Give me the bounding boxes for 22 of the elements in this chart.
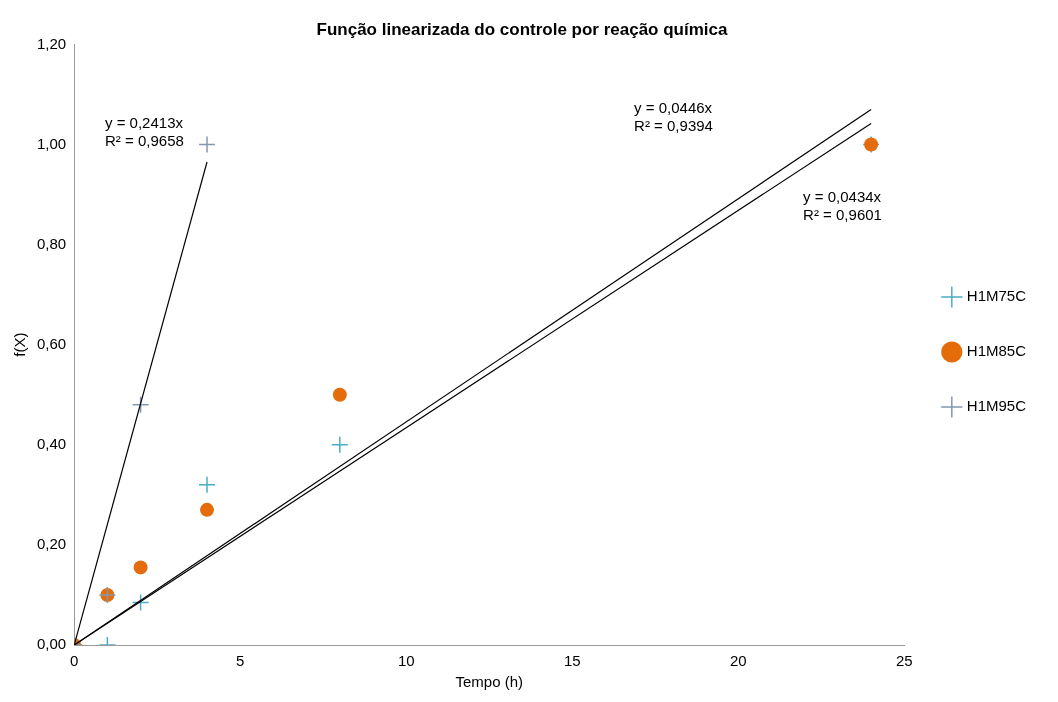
annotation: y = 0,0446x R² = 0,9394 — [634, 99, 713, 135]
annotation: y = 0,0434x R² = 0,9601 — [803, 188, 882, 224]
y-tick-label: 1,20 — [36, 34, 67, 52]
x-tick-label: 20 — [729, 652, 747, 670]
legend-label: H1M75C — [966, 287, 1027, 305]
y-tick-label: 0,20 — [36, 535, 67, 553]
legend-label: H1M85C — [966, 342, 1027, 360]
legend-label: H1M95C — [966, 397, 1027, 415]
y-tick-label: 0,40 — [36, 434, 67, 452]
x-tick-label: 10 — [397, 652, 415, 670]
chart-title: Função linearizada do controle por reação química — [316, 19, 729, 39]
y-tick-label: 0,00 — [36, 635, 67, 653]
x-tick-label: 0 — [70, 652, 79, 670]
y-tick-label: 0,60 — [36, 334, 67, 352]
y-axis-title: f(X) — [11, 332, 29, 357]
annotation: y = 0,2413x R² = 0,9658 — [105, 113, 184, 149]
x-axis-title: Tempo (h) — [455, 673, 524, 691]
x-tick-label: 15 — [563, 652, 581, 670]
y-tick-label: 0,80 — [36, 234, 67, 252]
y-tick-label: 1,00 — [36, 134, 67, 152]
x-tick-label: 5 — [236, 652, 245, 670]
x-tick-label: 25 — [895, 652, 913, 670]
